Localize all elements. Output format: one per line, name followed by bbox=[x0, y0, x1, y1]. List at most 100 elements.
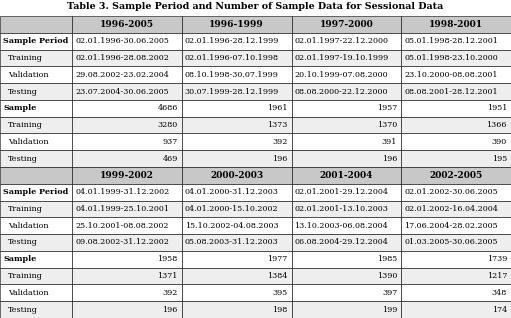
Bar bbox=[72, 184, 182, 201]
Bar bbox=[182, 167, 291, 184]
Text: 20.10.1999-07.08.2000: 20.10.1999-07.08.2000 bbox=[294, 71, 388, 79]
Bar bbox=[72, 83, 182, 100]
Bar bbox=[182, 16, 291, 33]
Bar bbox=[291, 301, 401, 318]
Bar bbox=[401, 50, 511, 66]
Bar bbox=[0, 301, 72, 318]
Bar bbox=[401, 284, 511, 301]
Text: 08.08.2000-22.12.2000: 08.08.2000-22.12.2000 bbox=[294, 87, 388, 95]
Bar bbox=[0, 134, 72, 150]
Text: 392: 392 bbox=[162, 289, 178, 297]
Bar bbox=[291, 134, 401, 150]
Text: 02.01.1996-07.10.1998: 02.01.1996-07.10.1998 bbox=[185, 54, 278, 62]
Bar bbox=[291, 117, 401, 134]
Text: 15.10.2002-04.08.2003: 15.10.2002-04.08.2003 bbox=[185, 222, 278, 230]
Text: 02.01.1996-30.06.2005: 02.01.1996-30.06.2005 bbox=[75, 37, 169, 45]
Text: Training: Training bbox=[8, 121, 43, 129]
Bar bbox=[291, 284, 401, 301]
Text: 02.01.1996-28.12.1999: 02.01.1996-28.12.1999 bbox=[185, 37, 279, 45]
Bar bbox=[182, 117, 291, 134]
Text: Table 3. Sample Period and Number of Sample Data for Sessional Data: Table 3. Sample Period and Number of Sam… bbox=[67, 2, 444, 11]
Text: Validation: Validation bbox=[8, 289, 49, 297]
Text: 392: 392 bbox=[272, 138, 288, 146]
Bar bbox=[401, 251, 511, 268]
Text: 08.08.2001-28.12.2001: 08.08.2001-28.12.2001 bbox=[404, 87, 498, 95]
Text: Training: Training bbox=[8, 54, 43, 62]
Bar bbox=[182, 66, 291, 83]
Bar bbox=[0, 33, 72, 50]
Text: Training: Training bbox=[8, 272, 43, 280]
Text: Sample Period: Sample Period bbox=[3, 188, 68, 196]
Bar bbox=[401, 184, 511, 201]
Bar bbox=[182, 83, 291, 100]
Bar bbox=[291, 268, 401, 284]
Bar bbox=[401, 268, 511, 284]
Text: 02.01.2001-13.10.2003: 02.01.2001-13.10.2003 bbox=[294, 205, 388, 213]
Text: Validation: Validation bbox=[8, 138, 49, 146]
Text: 01.03.2005-30.06.2005: 01.03.2005-30.06.2005 bbox=[404, 238, 498, 246]
Text: Testing: Testing bbox=[8, 306, 38, 314]
Bar bbox=[291, 33, 401, 50]
Bar bbox=[401, 217, 511, 234]
Bar bbox=[182, 50, 291, 66]
Bar bbox=[0, 83, 72, 100]
Bar bbox=[182, 268, 291, 284]
Bar bbox=[72, 217, 182, 234]
Text: 05.08.2003-31.12.2003: 05.08.2003-31.12.2003 bbox=[185, 238, 278, 246]
Text: 1384: 1384 bbox=[267, 272, 288, 280]
Bar bbox=[0, 117, 72, 134]
Bar bbox=[0, 201, 72, 217]
Bar bbox=[0, 100, 72, 117]
Text: 1370: 1370 bbox=[377, 121, 397, 129]
Bar bbox=[401, 167, 511, 184]
Text: 2001-2004: 2001-2004 bbox=[320, 171, 373, 180]
Bar bbox=[182, 234, 291, 251]
Bar bbox=[291, 201, 401, 217]
Bar bbox=[401, 134, 511, 150]
Text: 13.10.2003-06.08.2004: 13.10.2003-06.08.2004 bbox=[294, 222, 388, 230]
Text: 05.01.1998-23.10.2000: 05.01.1998-23.10.2000 bbox=[404, 54, 498, 62]
Text: 1977: 1977 bbox=[267, 255, 288, 263]
Bar bbox=[72, 16, 182, 33]
Text: 02.01.2002-30.06.2005: 02.01.2002-30.06.2005 bbox=[404, 188, 498, 196]
Bar bbox=[72, 134, 182, 150]
Bar bbox=[291, 100, 401, 117]
Text: 02.01.1997-19.10.1999: 02.01.1997-19.10.1999 bbox=[294, 54, 389, 62]
Bar bbox=[291, 234, 401, 251]
Text: 1961: 1961 bbox=[267, 104, 288, 112]
Text: Training: Training bbox=[8, 205, 43, 213]
Text: Testing: Testing bbox=[8, 238, 38, 246]
Text: 174: 174 bbox=[492, 306, 507, 314]
Text: 1739: 1739 bbox=[486, 255, 507, 263]
Text: 25.10.2001-08.08.2002: 25.10.2001-08.08.2002 bbox=[75, 222, 169, 230]
Bar bbox=[291, 150, 401, 167]
Bar bbox=[72, 268, 182, 284]
Bar bbox=[182, 201, 291, 217]
Text: 391: 391 bbox=[382, 138, 397, 146]
Text: 02.01.1996-28.08.2002: 02.01.1996-28.08.2002 bbox=[75, 54, 169, 62]
Bar bbox=[182, 150, 291, 167]
Text: 4686: 4686 bbox=[157, 104, 178, 112]
Bar bbox=[72, 301, 182, 318]
Text: Validation: Validation bbox=[8, 71, 49, 79]
Text: 1958: 1958 bbox=[157, 255, 178, 263]
Text: 2002-2005: 2002-2005 bbox=[430, 171, 483, 180]
Text: 1371: 1371 bbox=[157, 272, 178, 280]
Text: 2000-2003: 2000-2003 bbox=[210, 171, 263, 180]
Text: Sample Period: Sample Period bbox=[3, 37, 68, 45]
Text: 469: 469 bbox=[162, 155, 178, 162]
Bar bbox=[401, 16, 511, 33]
Bar bbox=[72, 66, 182, 83]
Bar bbox=[0, 217, 72, 234]
Bar bbox=[0, 66, 72, 83]
Text: 04.01.1999-31.12.2002: 04.01.1999-31.12.2002 bbox=[75, 188, 169, 196]
Text: 04.01.1999-25.10.2001: 04.01.1999-25.10.2001 bbox=[75, 205, 169, 213]
Bar bbox=[182, 301, 291, 318]
Bar bbox=[182, 284, 291, 301]
Bar bbox=[291, 83, 401, 100]
Text: 937: 937 bbox=[162, 138, 178, 146]
Bar bbox=[72, 201, 182, 217]
Bar bbox=[401, 301, 511, 318]
Bar bbox=[72, 251, 182, 268]
Text: 30.07.1999-28.12.1999: 30.07.1999-28.12.1999 bbox=[185, 87, 279, 95]
